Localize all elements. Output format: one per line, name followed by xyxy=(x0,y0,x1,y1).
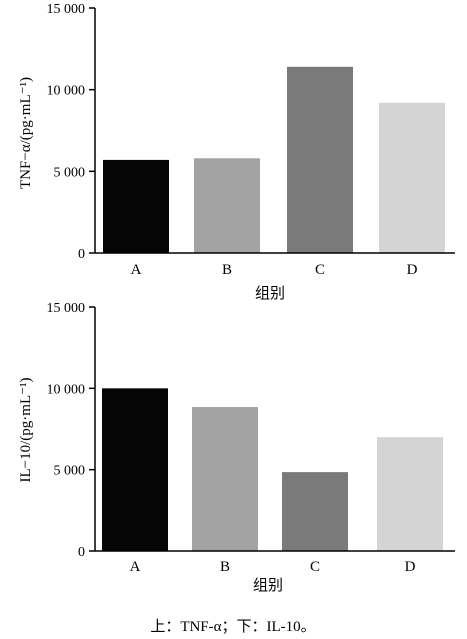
x-tick-label: D xyxy=(407,262,418,278)
bar-b xyxy=(194,158,260,253)
y-tick-label: 5 000 xyxy=(54,165,86,180)
y-axis-title: IL−10/(pg·mL⁻¹) xyxy=(18,377,34,482)
y-tick-label: 0 xyxy=(78,545,85,560)
bar-b xyxy=(192,407,258,551)
tnf-alpha-chart: TNF−α/(pg·mL⁻¹) 组别 0 5 000 10 000 15 000 A B C… xyxy=(18,2,455,302)
il-10-chart: IL−10/(pg·mL⁻¹) 组别 0 5 000 10 000 15 000 A B C… xyxy=(18,301,455,594)
x-tick-label: B xyxy=(220,559,230,575)
x-axis-title: 组别 xyxy=(253,577,283,594)
x-tick-label: D xyxy=(405,559,416,575)
x-tick-label: B xyxy=(222,262,232,278)
x-tick-label: C xyxy=(310,559,320,575)
y-tick-label: 10 000 xyxy=(47,84,86,99)
y-tick-label: 10 000 xyxy=(47,382,86,397)
x-tick-label: A xyxy=(130,559,141,575)
x-tick-label: A xyxy=(131,262,142,278)
bar-a xyxy=(103,159,169,253)
y-tick-label: 15 000 xyxy=(47,301,86,316)
x-axis-title: 组别 xyxy=(255,285,285,302)
y-tick-label: 0 xyxy=(78,247,85,262)
bar-d xyxy=(377,437,443,551)
figure-caption: 上：TNF-α；下：IL-10。 xyxy=(150,618,315,635)
bar-c xyxy=(282,472,348,551)
x-tick-label: C xyxy=(315,262,325,278)
y-tick-label: 5 000 xyxy=(54,464,86,479)
y-tick-label: 15 000 xyxy=(47,2,86,17)
bar-d xyxy=(379,102,445,253)
bar-c xyxy=(287,66,353,253)
y-axis-title: TNF−α/(pg·mL⁻¹) xyxy=(18,77,34,189)
bar-a xyxy=(102,388,168,551)
